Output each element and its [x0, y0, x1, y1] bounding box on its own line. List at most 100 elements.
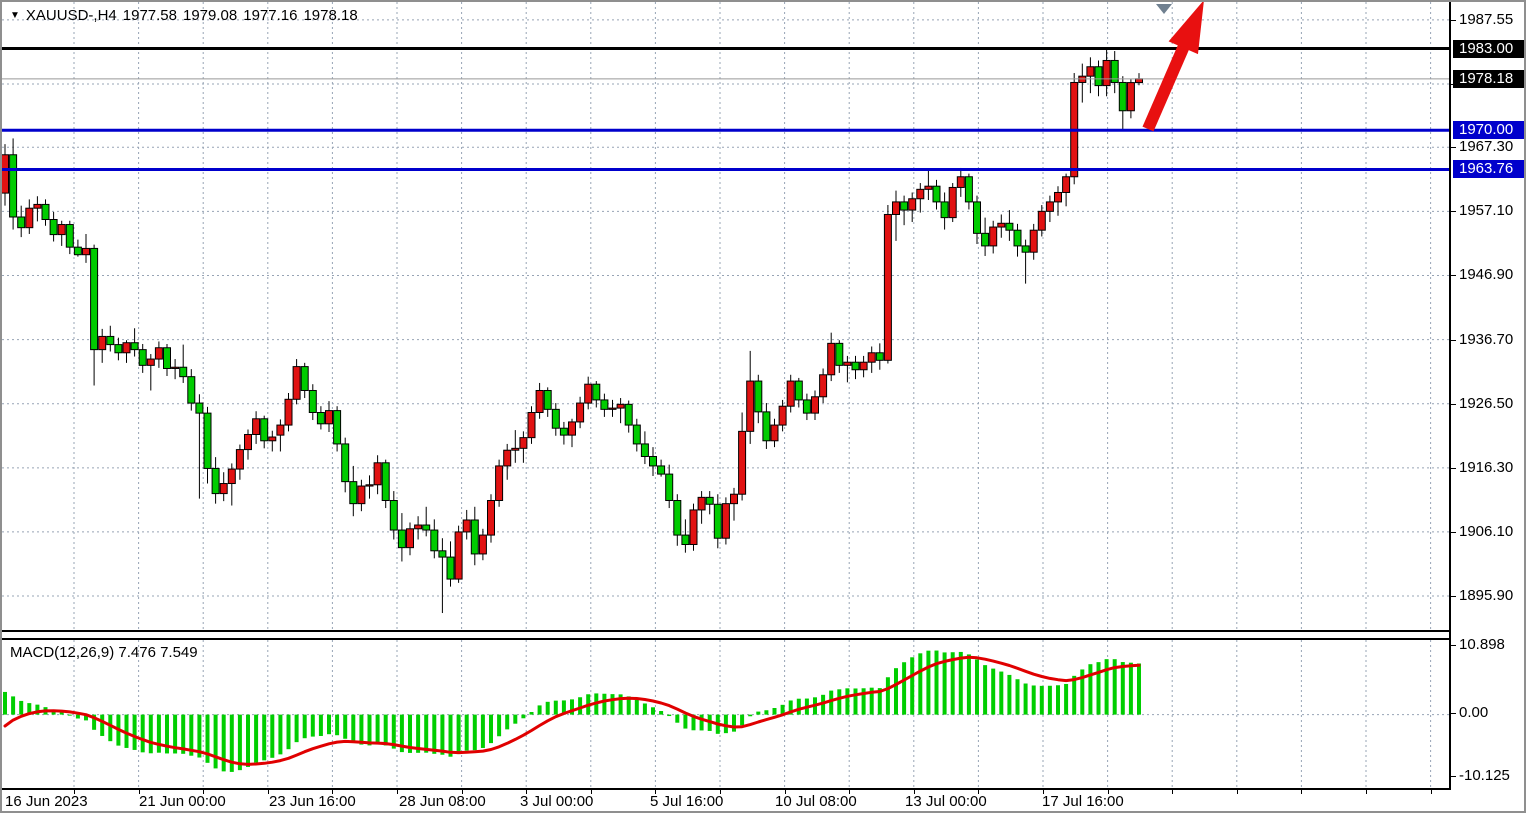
- macd-histogram-bar: [286, 714, 291, 750]
- macd-histogram-bar: [92, 714, 97, 730]
- macd-histogram-bar: [11, 696, 16, 715]
- ohlc-header: ▼ XAUUSD-,H4 1977.58 1979.08 1977.16 1978.18: [10, 7, 364, 24]
- price-level-badge[interactable]: 1978.18: [1453, 70, 1524, 88]
- chart-shift-marker-icon[interactable]: [1156, 4, 1172, 14]
- price-scale-tick: [1451, 532, 1456, 533]
- macd-histogram-bar: [845, 688, 850, 715]
- time-axis[interactable]: 16 Jun 2023 21 Jun 00:00 23 Jun 16:00 28 Ju…: [2, 790, 1524, 811]
- candle-bear: [600, 399, 609, 410]
- time-axis-label: 10 Jul 08:00: [775, 793, 857, 810]
- macd-histogram-bar: [618, 694, 623, 715]
- candle-bear: [179, 366, 188, 378]
- price-scale-label: 1895.90: [1459, 587, 1514, 604]
- macd-histogram-bar: [894, 668, 898, 715]
- macd-histogram-bar: [456, 714, 461, 755]
- macd-histogram-bar: [926, 650, 931, 715]
- macd-histogram-bar: [1104, 659, 1109, 715]
- close-value: 1978.18: [303, 7, 358, 24]
- candle-bear: [543, 389, 552, 410]
- macd-histogram-bar: [1007, 674, 1012, 715]
- price-scale[interactable]: 1987.551977.351967.301957.101946.901936.…: [1449, 2, 1524, 790]
- macd-histogram-bar: [553, 700, 558, 715]
- macd-histogram-bar: [829, 690, 834, 715]
- candle-bull: [730, 493, 738, 505]
- macd-histogram-bar: [237, 714, 242, 771]
- macd-histogram-bar: [156, 714, 161, 753]
- time-axis-tick: [74, 790, 75, 794]
- candle-bull: [146, 358, 155, 366]
- macd-indicator-label: MACD(12,26,9) 7.476 7.549: [10, 644, 198, 661]
- price-scale-label: 1946.90: [1459, 266, 1514, 283]
- high-value: 1979.08: [183, 7, 238, 24]
- macd-panel[interactable]: MACD(12,26,9) 7.476 7.549: [2, 638, 1449, 790]
- macd-histogram-bar: [942, 652, 947, 715]
- time-axis-label: 17 Jul 16:00: [1042, 793, 1124, 810]
- time-axis-tick: [332, 790, 333, 794]
- candle-bull: [1062, 176, 1071, 193]
- macd-histogram-bar: [570, 699, 574, 715]
- macd-histogram-bar: [399, 714, 404, 753]
- candle-bear: [900, 201, 909, 211]
- symbol-dropdown-icon[interactable]: ▼: [10, 10, 20, 21]
- candle-bull: [284, 398, 293, 426]
- candle-bear: [106, 335, 115, 346]
- time-axis-label: 23 Jun 16:00: [269, 793, 356, 810]
- price-level-badge[interactable]: 1963.76: [1453, 160, 1524, 178]
- macd-histogram-bar: [975, 659, 979, 715]
- price-level-badge[interactable]: 1970.00: [1453, 121, 1524, 139]
- macd-histogram-bar: [1096, 662, 1101, 715]
- time-axis-label: 5 Jul 16:00: [650, 793, 724, 810]
- macd-histogram-bar: [756, 711, 761, 715]
- candle-bear: [389, 500, 398, 531]
- candle-bear: [964, 176, 973, 203]
- macd-histogram-bar: [140, 714, 145, 753]
- candle-bear: [592, 383, 601, 401]
- macd-histogram-bar: [229, 714, 234, 772]
- candle-bear: [559, 427, 568, 436]
- macd-chart: [2, 640, 1449, 788]
- macd-histogram-bar: [383, 714, 388, 746]
- macd-scale-label: 10.898: [1459, 636, 1505, 653]
- price-level-badge[interactable]: 1983.00: [1453, 40, 1524, 58]
- candle-bull: [956, 176, 965, 188]
- macd-histogram-bar: [1137, 663, 1141, 715]
- macd-histogram-bar: [1080, 669, 1085, 715]
- candle-bear: [1005, 222, 1014, 231]
- candle-bull: [244, 433, 252, 451]
- price-panel[interactable]: ▼ XAUUSD-,H4 1977.58 1979.08 1977.16 1978.18: [2, 2, 1449, 632]
- macd-histogram-bar: [780, 704, 785, 715]
- macd-histogram-bar: [545, 701, 550, 715]
- candle-bear: [49, 219, 58, 236]
- price-scale-tick: [1451, 20, 1456, 21]
- macd-histogram-bar: [489, 714, 493, 744]
- macd-histogram-bar: [213, 714, 218, 769]
- candle-bull: [82, 247, 90, 256]
- arrow-object-shaft[interactable]: [1142, 39, 1192, 132]
- macd-histogram-bar: [513, 714, 518, 724]
- candle-bull: [1086, 66, 1095, 77]
- arrow-object-head[interactable]: [1168, 2, 1204, 55]
- candle-bear: [1110, 59, 1119, 83]
- macd-histogram-bar: [999, 671, 1004, 715]
- macd-histogram-bar: [294, 714, 299, 743]
- candle-bull: [535, 389, 544, 413]
- macd-histogram-bar: [165, 714, 169, 754]
- candle-bear: [187, 376, 196, 404]
- candle-bull: [268, 436, 277, 442]
- time-axis-tick: [1108, 790, 1109, 794]
- candle-bear: [211, 467, 220, 495]
- candle-bull: [867, 352, 876, 363]
- candle-bear: [665, 473, 674, 502]
- candle-bear: [130, 342, 139, 351]
- candle-bull: [584, 383, 593, 404]
- candle-bear: [90, 247, 99, 351]
- macd-histogram-bar: [375, 714, 380, 744]
- candle-bull: [948, 186, 957, 219]
- macd-histogram-bar: [950, 652, 955, 715]
- candle-bear: [333, 410, 342, 445]
- candle-bull: [511, 447, 520, 451]
- macd-histogram-bar: [254, 714, 259, 763]
- candle-bull: [616, 403, 625, 409]
- macd-histogram-bar: [610, 694, 615, 715]
- time-axis-tick: [268, 790, 269, 794]
